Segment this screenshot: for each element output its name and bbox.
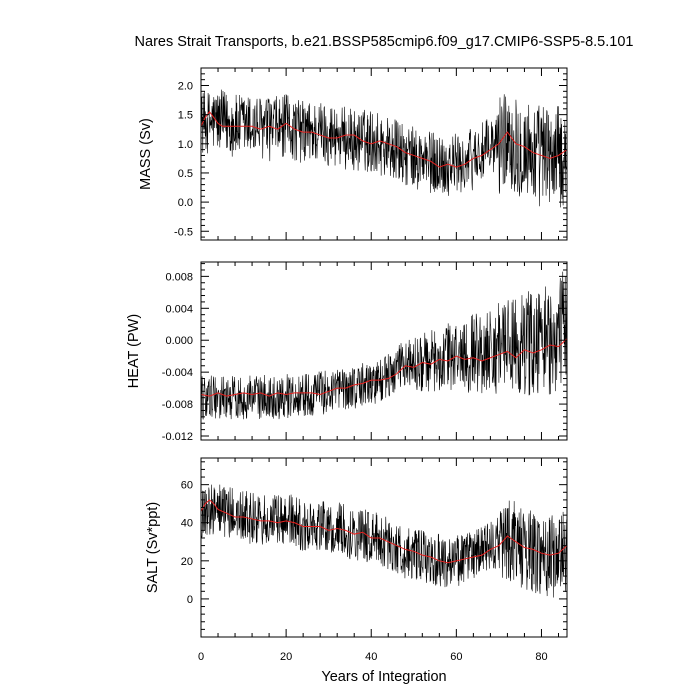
raw-series-line	[201, 271, 567, 420]
x-tick-label: 80	[535, 651, 547, 663]
smoothed-series-line	[201, 338, 567, 397]
y-tick-label: 0.004	[165, 303, 193, 315]
salt-panel: 0 20 40 60 SALT (Sv*ppt)	[145, 457, 568, 638]
y-tick-label: 1.5	[178, 110, 193, 122]
y-tick-label: 60	[181, 480, 193, 492]
chart-title: Nares Strait Transports, b.e21.BSSP585cm…	[135, 34, 634, 50]
x-tick-label: 0	[198, 651, 204, 663]
x-tick-label: 60	[450, 651, 462, 663]
smoothed-series-line	[201, 110, 567, 168]
y-axis-label: HEAT (PW)	[126, 314, 142, 388]
y-tick-label: 0	[187, 594, 193, 606]
mass-panel: -0.5 0.0 0.5 1.0 1.5 2.0 MASS (Sv)	[138, 67, 568, 241]
y-tick-label: 20	[181, 556, 193, 568]
panel-frame	[200, 67, 568, 241]
y-tick-label: 2.0	[178, 80, 193, 92]
raw-series-line	[201, 89, 567, 208]
y-tick-label: 0.5	[178, 168, 193, 180]
y-tick-label: -0.012	[162, 431, 193, 443]
x-axis: 0 20 40 60 80	[198, 651, 548, 663]
x-axis-label: Years of Integration	[321, 669, 446, 685]
panel-frame	[200, 261, 568, 441]
y-tick-label: -0.004	[162, 367, 193, 379]
y-tick-label: 1.0	[178, 139, 193, 151]
y-tick-label: 0.008	[165, 271, 193, 283]
y-tick-label: -0.5	[174, 226, 193, 238]
heat-panel: -0.012 -0.008 -0.004 0.000 0.004 0.008 HEAT (P…	[126, 261, 568, 443]
y-tick-label: 0.000	[165, 335, 193, 347]
y-tick-label: -0.008	[162, 399, 193, 411]
y-axis-label: SALT (Sv*ppt)	[145, 502, 161, 593]
y-tick-label: 0.0	[178, 197, 193, 209]
panel-frame	[200, 457, 568, 638]
y-tick-label: 40	[181, 518, 193, 530]
x-tick-label: 20	[280, 651, 292, 663]
smoothed-series-line	[201, 499, 567, 564]
y-axis-label: MASS (Sv)	[138, 118, 154, 190]
raw-series-line	[201, 484, 567, 598]
x-tick-label: 40	[365, 651, 377, 663]
